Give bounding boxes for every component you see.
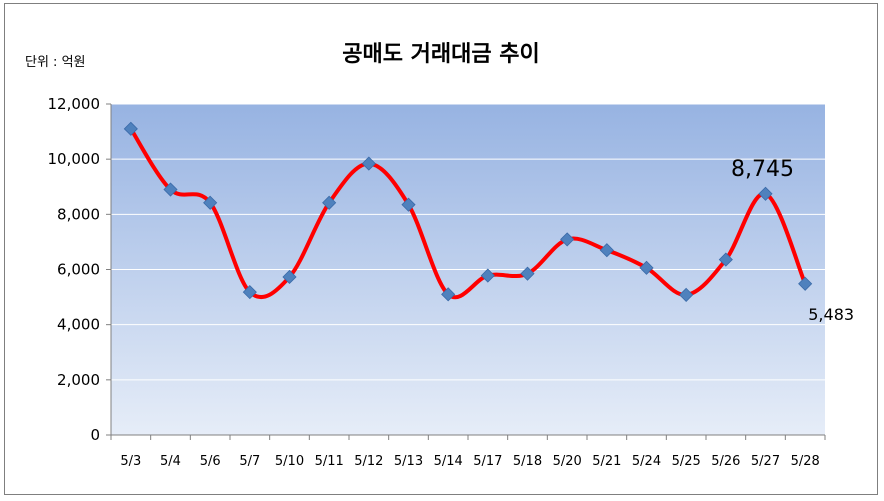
x-tick-label: 5/13 — [394, 454, 423, 469]
y-axis-ticks: 0 2,000 4,000 6,000 8,000 10,000 12,000 — [48, 95, 101, 444]
x-tick-label: 5/6 — [200, 454, 221, 469]
gridlines — [111, 103, 825, 381]
y-tick-label: 10,000 — [48, 150, 101, 168]
data-point — [123, 121, 138, 136]
x-tick-label: 5/26 — [711, 454, 740, 469]
x-axis-ticks: 5/3 5/4 5/6 5/7 5/10 5/11 5/12 5/13 5/14 5/17 5/18… — [120, 454, 819, 469]
data-point — [639, 260, 654, 275]
x-tick-label: 5/11 — [315, 454, 344, 469]
line-chart: 공매도 거래대금 추이 단위 : 억원 0 2,000 4,000 6,000 8,00… — [25, 42, 854, 469]
data-labels: 8,745 5,483 — [731, 157, 854, 324]
data-point — [480, 268, 495, 283]
y-tick-label: 4,000 — [57, 316, 100, 334]
x-tick-label: 5/18 — [513, 454, 542, 469]
x-tick-label: 5/12 — [354, 454, 383, 469]
x-tick-label: 5/3 — [120, 454, 141, 469]
data-point — [401, 197, 416, 212]
x-tick-label: 5/21 — [592, 454, 621, 469]
unit-label: 단위 : 억원 — [25, 55, 86, 70]
data-point — [441, 287, 456, 302]
x-tick-label: 5/14 — [434, 454, 463, 469]
data-point — [798, 276, 813, 291]
data-point — [520, 266, 535, 281]
y-tick-label: 6,000 — [57, 261, 100, 279]
data-point — [203, 195, 218, 210]
x-tick-label: 5/10 — [275, 454, 304, 469]
axes — [106, 103, 826, 440]
data-label: 8,745 — [731, 157, 794, 182]
data-point — [322, 195, 337, 210]
x-tick-label: 5/20 — [553, 454, 582, 469]
data-point — [718, 252, 733, 267]
chart-frame: 공매도 거래대금 추이 단위 : 억원 0 2,000 4,000 6,000 8,00… — [4, 3, 878, 495]
data-point — [599, 243, 614, 258]
data-point — [758, 186, 773, 201]
x-tick-label: 5/24 — [632, 454, 661, 469]
y-tick-label: 12,000 — [48, 95, 101, 113]
x-tick-label: 5/25 — [672, 454, 701, 469]
chart-title: 공매도 거래대금 추이 — [342, 42, 539, 67]
x-tick-label: 5/27 — [751, 454, 780, 469]
data-point — [679, 287, 694, 302]
y-tick-label: 8,000 — [57, 205, 100, 223]
data-point — [163, 182, 178, 197]
series-markers — [123, 121, 813, 302]
x-tick-label: 5/17 — [473, 454, 502, 469]
data-label: 5,483 — [808, 305, 854, 324]
y-tick-label: 0 — [90, 426, 100, 444]
x-tick-label: 5/28 — [791, 454, 820, 469]
data-point — [282, 269, 297, 285]
x-tick-label: 5/7 — [239, 454, 260, 469]
data-point — [361, 156, 376, 171]
x-tick-label: 5/4 — [160, 454, 181, 469]
series-line — [128, 126, 808, 300]
data-point — [560, 232, 575, 247]
data-point — [242, 285, 257, 300]
y-tick-label: 2,000 — [57, 371, 100, 389]
